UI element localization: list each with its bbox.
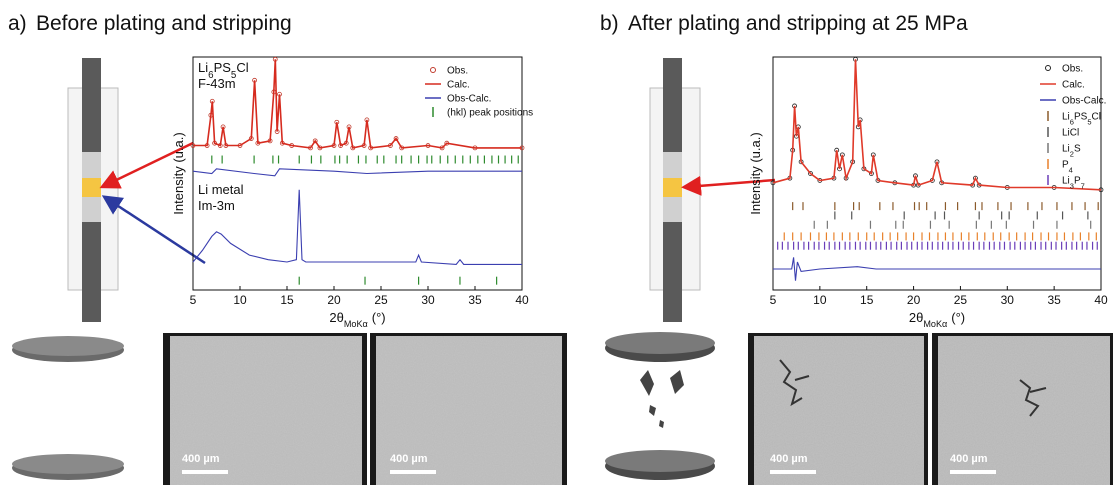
x-tick-label: 20 [327,293,341,307]
text-run: Cl [236,60,248,75]
text-run: Calc. [447,80,470,91]
x-tick-label: 25 [954,293,968,307]
legend-label: Obs-Calc. [447,94,491,105]
tomography-images [605,332,1113,485]
legend-label: Li2S [1062,144,1081,159]
x-axis-label-main: 2θ [909,310,923,325]
subscript: 6 [1070,117,1074,126]
panel-label: a) [8,12,27,35]
text-run: Obs. [447,66,468,77]
scale-bar-label: 400 µm [390,453,428,465]
y-axis-label: Intensity (u.a.) [748,132,763,214]
subscript: 5 [231,70,237,81]
cell-schematic [67,58,206,322]
x-axis-label-sub: MoKα [344,319,368,329]
legend-label: LiCl [1062,128,1079,139]
x-axis-label-unit: (°) [951,310,965,325]
subscript: 5 [1087,117,1091,126]
x-tick-label: 30 [1001,293,1015,307]
x-tick-label: 35 [468,293,482,307]
x-tick-label: 10 [233,293,247,307]
annotation: Li metal [198,182,244,197]
x-axis-label: 2θMoKα (°) [909,310,965,329]
pattern-line [772,59,1102,191]
text-run: Obs. [1062,64,1083,75]
annotation: F-43m [198,76,236,91]
plot-frame [772,56,1102,291]
subscript: 2 [1070,149,1074,158]
subscript: 3 [1070,181,1074,190]
legend-label: Obs. [447,66,468,77]
scale-bar-label: 400 µm [182,453,220,465]
annotation: Im-3m [198,198,235,213]
text-run: PS [1074,112,1088,123]
tomography-images [12,333,567,485]
scale-bar-label: 400 µm [770,453,808,465]
text-run: P [1062,160,1069,171]
pattern-line [192,168,522,177]
x-tick-label: 35 [1047,293,1061,307]
pattern-line [193,59,522,149]
text-run: PS [214,60,232,75]
annotation: Li6PS5Cl [198,60,249,81]
subscript: 6 [208,70,213,81]
panel-title: After plating and stripping at 25 MPa [628,12,968,35]
legend-label: Obs-Calc. [1062,96,1106,107]
x-axis-label-main: 2θ [329,310,343,325]
x-tick-label: 15 [860,293,874,307]
text-run: Obs-Calc. [1062,96,1106,107]
x-axis-label-sub: MoKα [923,319,947,329]
x-tick-label: 25 [374,293,388,307]
text-run: Li [1062,176,1070,187]
y-axis-label: Intensity (u.a.) [171,132,186,214]
legend-symbol [430,67,436,73]
x-axis-label-unit: (°) [372,310,386,325]
scale-bar-label: 400 µm [950,453,988,465]
panel-label: b) [600,12,619,35]
obs-point [393,136,399,141]
li-metal-pattern [192,189,522,265]
text-run: P [1074,176,1081,187]
legend-label: Calc. [447,80,470,91]
x-tick-label: 5 [190,293,197,307]
text-run: (hkl) peak positions [447,108,533,119]
x-tick-label: 40 [1094,293,1108,307]
text-run: Li [1062,144,1070,155]
legend-label: (hkl) peak positions [447,108,533,119]
text-run: LiCl [1062,128,1079,139]
x-tick-label: 5 [770,293,777,307]
legend-label: Obs. [1062,64,1083,75]
legend-symbol [1045,65,1051,71]
legend-label: Li3P7 [1062,176,1085,191]
chart: 5 10 15 20 25 30 35 40 Intensity (u.a.) 2θMoKα (°)… [171,56,533,329]
x-axis-label: 2θMoKα (°) [329,310,385,329]
x-tick-label: 30 [421,293,435,307]
text-run: Calc. [1062,80,1085,91]
subscript: 7 [1081,181,1085,190]
plot-frame [192,56,523,291]
legend-label: Calc. [1062,80,1085,91]
obs-point [312,138,318,144]
cell-schematic [649,58,776,322]
x-tick-label: 10 [813,293,827,307]
text-run: S [1074,144,1081,155]
legend-label: P4 [1062,160,1073,175]
x-tick-label: 15 [280,293,294,307]
obs-point [808,171,813,176]
text-run: Li [1062,112,1070,123]
panel-title: Before plating and stripping [36,12,292,35]
text-run: Li metal [198,182,244,197]
legend-label: Li6PS5Cl [1062,112,1101,127]
subscript: 4 [1069,165,1073,174]
x-tick-label: 40 [515,293,529,307]
text-run: Cl [1091,112,1100,123]
pattern-line [773,257,1101,281]
text-run: Li [198,60,208,75]
x-tick-label: 20 [907,293,921,307]
text-run: Obs-Calc. [447,94,491,105]
